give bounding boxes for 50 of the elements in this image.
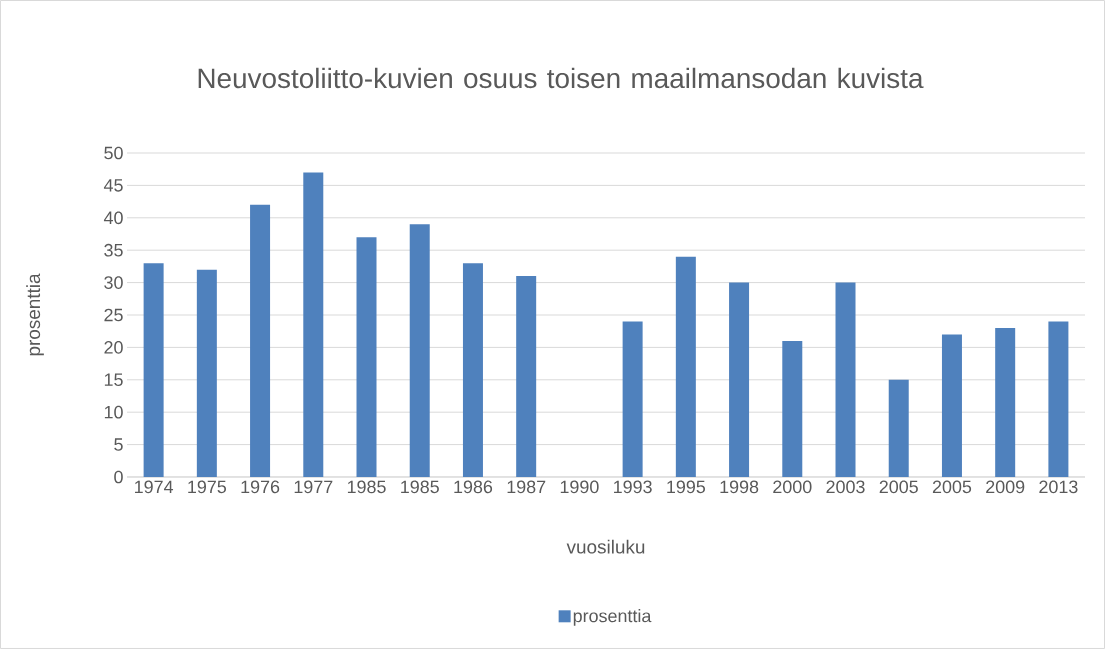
x-tick-label: 1990 [560, 480, 599, 494]
x-tick-label: 2005 [932, 480, 972, 494]
y-tick-label: 45 [103, 179, 123, 192]
legend-label: prosenttia [573, 609, 652, 626]
chart-title: Neuvostoliitto-kuvien osuus toisen maailmansodan kuvista [198, 67, 924, 89]
y-tick-label: 10 [104, 405, 123, 419]
x-tick-label: 1986 [454, 480, 493, 494]
x-tick-label: 1975 [188, 480, 227, 494]
x-tick-label: 1974 [135, 480, 174, 494]
bar [143, 263, 164, 477]
bar [941, 334, 962, 477]
y-axis-title: prosenttia [26, 273, 44, 356]
x-tick-label: 2000 [773, 480, 812, 494]
bar [622, 321, 643, 477]
bar [782, 340, 803, 477]
y-tick-label: 15 [104, 373, 123, 387]
bar [675, 256, 696, 477]
y-tick-label: 0 [114, 470, 123, 484]
y-tick-label: 35 [104, 243, 123, 257]
bar [516, 276, 537, 477]
bar [409, 224, 430, 477]
x-tick-label: 2013 [1039, 480, 1078, 494]
bar [250, 204, 271, 477]
y-tick-label: 40 [103, 211, 123, 225]
x-tick-label: 2005 [879, 480, 918, 494]
x-tick-label: 2003 [826, 480, 865, 494]
x-tick-label: 1995 [667, 480, 706, 494]
bar [462, 263, 483, 477]
bar [1048, 321, 1069, 477]
x-tick-label: 1985 [347, 480, 386, 494]
y-tick-label: 25 [104, 308, 123, 322]
y-tick-label: 50 [104, 146, 123, 160]
bar [356, 237, 377, 477]
x-tick-label: 1985 [401, 480, 439, 494]
x-tick-label: 1977 [294, 480, 333, 494]
x-tick-label: 2009 [986, 480, 1025, 494]
y-tick-label: 30 [104, 276, 123, 289]
x-tick-label: 1987 [507, 480, 546, 494]
bar [303, 172, 324, 477]
y-tick-label: 20 [104, 341, 123, 354]
x-axis-title: vuosiluku [566, 539, 645, 554]
bar [995, 327, 1016, 477]
bar [888, 379, 909, 477]
x-tick-label: 1993 [614, 480, 652, 494]
x-tick-label: 1976 [241, 480, 280, 494]
bar [196, 269, 217, 477]
y-tick-label: 5 [114, 438, 123, 451]
bar [729, 282, 750, 477]
x-tick-label: 1998 [720, 480, 759, 494]
bar [835, 282, 856, 477]
